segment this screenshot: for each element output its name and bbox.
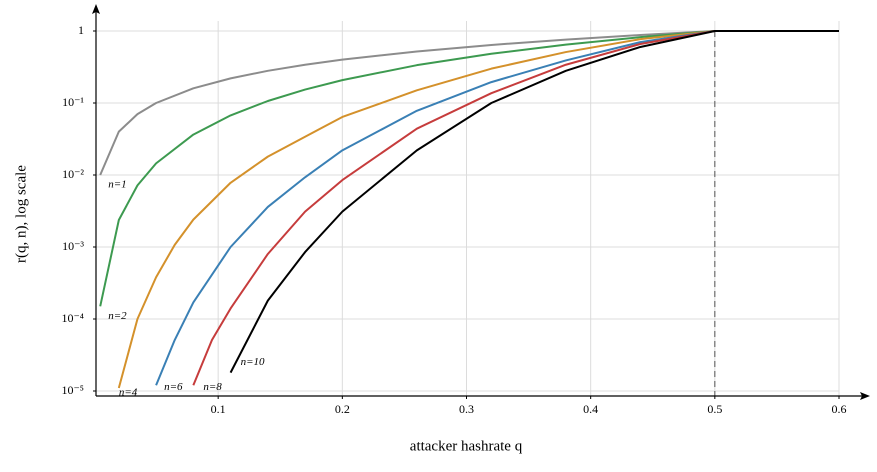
x-tick-label: 0.6 (832, 402, 847, 416)
y-axis-title: r(q, n), log scale (13, 165, 29, 263)
series-line (117, 30, 839, 389)
x-axis-arrow (860, 392, 870, 400)
series-line (99, 30, 839, 176)
x-tick-label: 0.4 (583, 402, 598, 416)
y-tick-label: 10⁻⁵ (61, 383, 84, 397)
series-line (192, 30, 839, 386)
series-label: n=4 (119, 387, 138, 399)
series-line (99, 30, 839, 307)
y-tick-label: 10⁻² (62, 167, 84, 181)
x-tick-label: 0.1 (211, 402, 226, 416)
series-label: n=2 (108, 310, 127, 322)
x-tick-label: 0.2 (335, 402, 350, 416)
y-tick-label: 10⁻¹ (62, 95, 84, 109)
series-label: n=8 (203, 381, 222, 393)
series-label: n=6 (164, 381, 183, 393)
x-tick-label: 0.3 (459, 402, 474, 416)
series-label: n=1 (108, 179, 126, 191)
x-axis-title: attacker hashrate q (410, 438, 523, 454)
series-label: n=10 (241, 356, 265, 368)
y-tick-label: 1 (78, 23, 84, 37)
series-line (155, 30, 839, 386)
y-axis-arrow (92, 4, 100, 14)
y-tick-label: 10⁻³ (62, 239, 84, 253)
y-tick-label: 10⁻⁴ (61, 311, 84, 325)
series-line (229, 30, 839, 374)
x-tick-label: 0.5 (707, 402, 722, 416)
